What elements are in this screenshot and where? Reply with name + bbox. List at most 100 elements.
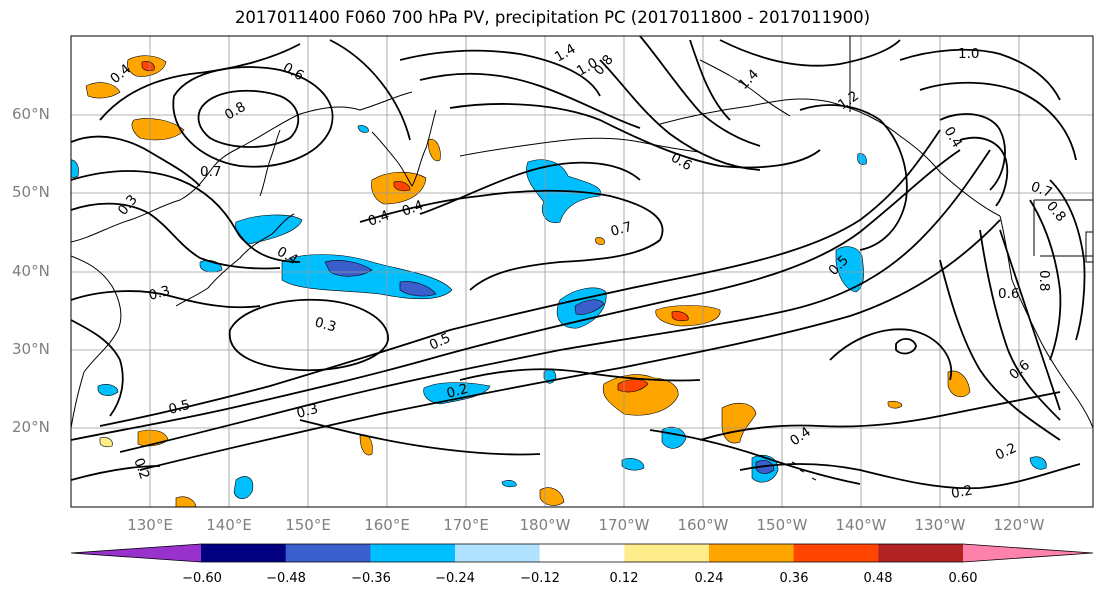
contour-label: 0.5	[167, 397, 192, 418]
contour-line	[419, 161, 641, 215]
lon-label: 180°W	[519, 516, 571, 534]
colorbar-segment	[370, 544, 456, 562]
contour-line	[899, 48, 1061, 101]
contour-labels: 0.4 0.6 0.8 0.7 0.3 0.4 0.4 0.4 0.7 0.3 …	[107, 41, 1069, 502]
colorbar-tick-label: 0.12	[609, 571, 639, 586]
contour-line	[719, 39, 901, 67]
contour-line	[228, 298, 389, 372]
contour-line	[71, 149, 961, 441]
lon-label: 130°W	[914, 516, 966, 534]
sakhalin-coastline	[259, 129, 281, 197]
pv-contours	[71, 36, 1086, 490]
lon-label: 150°E	[285, 516, 331, 534]
precip-patch	[97, 384, 119, 396]
contour-label: 0.3	[313, 314, 338, 335]
colorbar-tick-label: 0.24	[694, 571, 724, 586]
contour-label: 0.4	[941, 124, 966, 151]
colorbar	[70, 543, 1094, 563]
colorbar-outline	[70, 543, 1094, 563]
contour-label: 0.6	[668, 150, 695, 175]
precip-patch	[887, 400, 903, 409]
precip-patch	[233, 476, 254, 500]
colorbar-tick-label: −0.48	[266, 571, 306, 586]
precip-patch	[1029, 456, 1047, 470]
contour-line	[689, 39, 731, 121]
colorbar-segment	[709, 544, 795, 562]
colorbar-tick-label: −0.24	[435, 571, 475, 586]
precip-patch	[501, 480, 517, 488]
contour-line	[979, 229, 1061, 421]
contour-label: 0.4	[400, 197, 426, 219]
contour-label: 0.2	[445, 381, 470, 402]
contour-label: 0.2	[950, 482, 974, 501]
colorbar-segment	[539, 544, 625, 562]
precip-patch	[671, 311, 689, 322]
colorbar-extend-high	[963, 544, 1093, 562]
precip-patch	[235, 214, 303, 245]
precip-patch	[175, 496, 197, 507]
contour-label: 0.6	[1006, 357, 1033, 383]
contour-label: 0.4	[366, 207, 392, 229]
contour-line	[639, 36, 761, 147]
contour-line	[419, 72, 641, 129]
precip-patch	[857, 153, 867, 165]
contour-line	[71, 170, 301, 263]
alaska-coastline	[659, 98, 1001, 217]
precip-patch	[947, 370, 971, 398]
contour-label: 0.3	[147, 283, 172, 304]
contour-label: 0.3	[295, 401, 320, 422]
contour-line	[739, 463, 1081, 490]
contour-line	[1049, 179, 1086, 341]
contour-label: 0.3	[115, 192, 141, 219]
colorbar-segment	[624, 544, 710, 562]
asia-coastline	[71, 255, 122, 429]
contour-label: 1.4	[552, 41, 579, 66]
contour-label: 0.2	[130, 456, 152, 482]
lon-label: 170°W	[598, 516, 650, 534]
precip-patch	[423, 382, 491, 405]
aleutian-chain	[459, 137, 701, 157]
contour-label: 1.0	[574, 55, 601, 80]
contour-line	[459, 368, 701, 382]
precip-patch	[131, 118, 185, 141]
contour-line	[939, 113, 1006, 191]
colorbar-segment	[878, 544, 964, 562]
lon-label: 170°E	[443, 516, 489, 534]
lon-label: 140°W	[835, 516, 887, 534]
north-america-coastline	[999, 215, 1093, 429]
precip-patch	[99, 437, 113, 448]
contour-line	[895, 338, 917, 355]
colorbar-extend-low	[71, 544, 201, 562]
contour-line	[329, 39, 411, 141]
contour-label: 0.7	[200, 164, 221, 180]
contour-line	[799, 104, 908, 251]
precip-patch	[755, 460, 775, 474]
lat-label: 20°N	[12, 418, 50, 436]
colorbar-tick-label: 0.36	[779, 571, 809, 586]
contour-line	[71, 135, 201, 187]
contour-line	[71, 465, 161, 481]
precip-patch	[71, 159, 79, 178]
contour-line	[139, 219, 1001, 471]
precip-patch	[399, 281, 437, 297]
map-title: 2017011400 F060 700 hPa PV, precipitatio…	[234, 8, 871, 27]
map-frame	[70, 35, 1094, 508]
precip-patch	[574, 299, 605, 315]
contour-line	[71, 319, 124, 417]
contour-label: 0.2	[993, 440, 1019, 464]
lat-label: 30°N	[12, 340, 50, 358]
contour-line	[197, 89, 300, 148]
contour-label: 0.8	[222, 99, 249, 124]
colorbar-segment	[285, 544, 371, 562]
contour-line	[119, 149, 991, 453]
contour-line	[1029, 199, 1062, 361]
contour-line	[999, 229, 1061, 411]
lon-label: 130°E	[127, 516, 173, 534]
lon-label: 160°W	[677, 516, 729, 534]
precipitation-patches	[71, 55, 1047, 507]
contour-label: 0.6	[998, 286, 1019, 302]
colorbar-segment	[793, 544, 879, 562]
lat-label: 60°N	[12, 105, 50, 123]
contour-line	[99, 129, 941, 427]
contour-line	[399, 49, 601, 97]
